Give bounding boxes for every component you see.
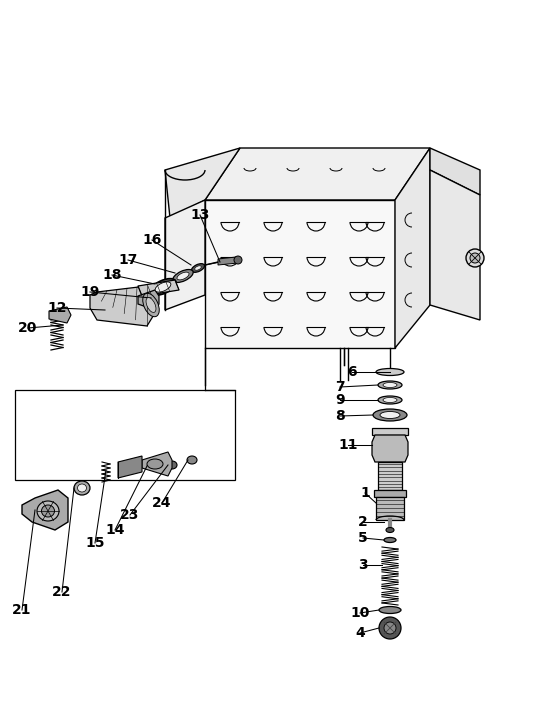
Polygon shape xyxy=(430,148,480,195)
Ellipse shape xyxy=(173,269,193,282)
Polygon shape xyxy=(138,290,159,310)
Polygon shape xyxy=(118,456,142,478)
Polygon shape xyxy=(205,148,430,200)
Ellipse shape xyxy=(383,398,397,402)
Text: 3: 3 xyxy=(358,558,368,572)
Ellipse shape xyxy=(77,484,86,492)
Ellipse shape xyxy=(383,383,397,388)
Text: 13: 13 xyxy=(190,208,209,222)
Text: 15: 15 xyxy=(85,536,105,550)
Ellipse shape xyxy=(378,396,402,404)
Ellipse shape xyxy=(147,459,163,469)
Ellipse shape xyxy=(150,279,176,295)
Polygon shape xyxy=(138,280,179,296)
Ellipse shape xyxy=(373,409,407,421)
Text: 12: 12 xyxy=(47,301,67,315)
Ellipse shape xyxy=(167,461,177,469)
Text: 9: 9 xyxy=(335,393,345,407)
Ellipse shape xyxy=(380,412,400,418)
Ellipse shape xyxy=(470,253,480,263)
Text: 7: 7 xyxy=(335,380,345,394)
Polygon shape xyxy=(49,307,71,323)
Text: 18: 18 xyxy=(102,268,122,282)
Ellipse shape xyxy=(379,617,401,639)
Polygon shape xyxy=(22,490,68,530)
Ellipse shape xyxy=(386,528,394,532)
Ellipse shape xyxy=(376,369,404,375)
Ellipse shape xyxy=(379,606,401,613)
Polygon shape xyxy=(90,286,155,326)
Polygon shape xyxy=(165,148,240,218)
Ellipse shape xyxy=(177,272,189,280)
Ellipse shape xyxy=(384,622,396,634)
Polygon shape xyxy=(374,490,406,497)
Ellipse shape xyxy=(155,282,171,292)
Text: 19: 19 xyxy=(81,285,100,299)
Polygon shape xyxy=(395,148,430,348)
Polygon shape xyxy=(165,200,205,310)
Text: 16: 16 xyxy=(142,233,162,247)
Text: 10: 10 xyxy=(350,606,369,620)
Ellipse shape xyxy=(195,266,201,270)
Text: 20: 20 xyxy=(18,321,38,335)
Polygon shape xyxy=(15,390,235,480)
Text: 21: 21 xyxy=(12,603,32,617)
Ellipse shape xyxy=(74,481,90,495)
Polygon shape xyxy=(378,462,402,490)
Polygon shape xyxy=(205,200,395,348)
Text: 14: 14 xyxy=(105,523,125,537)
Ellipse shape xyxy=(378,381,402,389)
Polygon shape xyxy=(142,452,172,476)
Ellipse shape xyxy=(41,505,54,517)
Text: 22: 22 xyxy=(52,585,72,599)
Ellipse shape xyxy=(37,501,59,521)
Text: 23: 23 xyxy=(120,508,140,522)
Polygon shape xyxy=(376,497,404,520)
Ellipse shape xyxy=(146,298,156,312)
Text: 11: 11 xyxy=(338,438,358,452)
Polygon shape xyxy=(218,257,238,265)
Text: 17: 17 xyxy=(118,253,137,267)
Ellipse shape xyxy=(192,264,205,272)
Polygon shape xyxy=(372,428,408,435)
Text: 24: 24 xyxy=(153,496,172,510)
Polygon shape xyxy=(372,435,408,462)
Text: 4: 4 xyxy=(355,626,365,640)
Text: 2: 2 xyxy=(358,515,368,529)
Ellipse shape xyxy=(466,249,484,267)
Ellipse shape xyxy=(187,456,197,464)
Text: 5: 5 xyxy=(358,531,368,545)
Text: 1: 1 xyxy=(360,486,370,500)
Polygon shape xyxy=(430,170,480,320)
Ellipse shape xyxy=(234,256,242,264)
Text: 8: 8 xyxy=(335,409,345,423)
Ellipse shape xyxy=(384,537,396,542)
Text: 6: 6 xyxy=(347,365,357,379)
Ellipse shape xyxy=(143,293,159,317)
